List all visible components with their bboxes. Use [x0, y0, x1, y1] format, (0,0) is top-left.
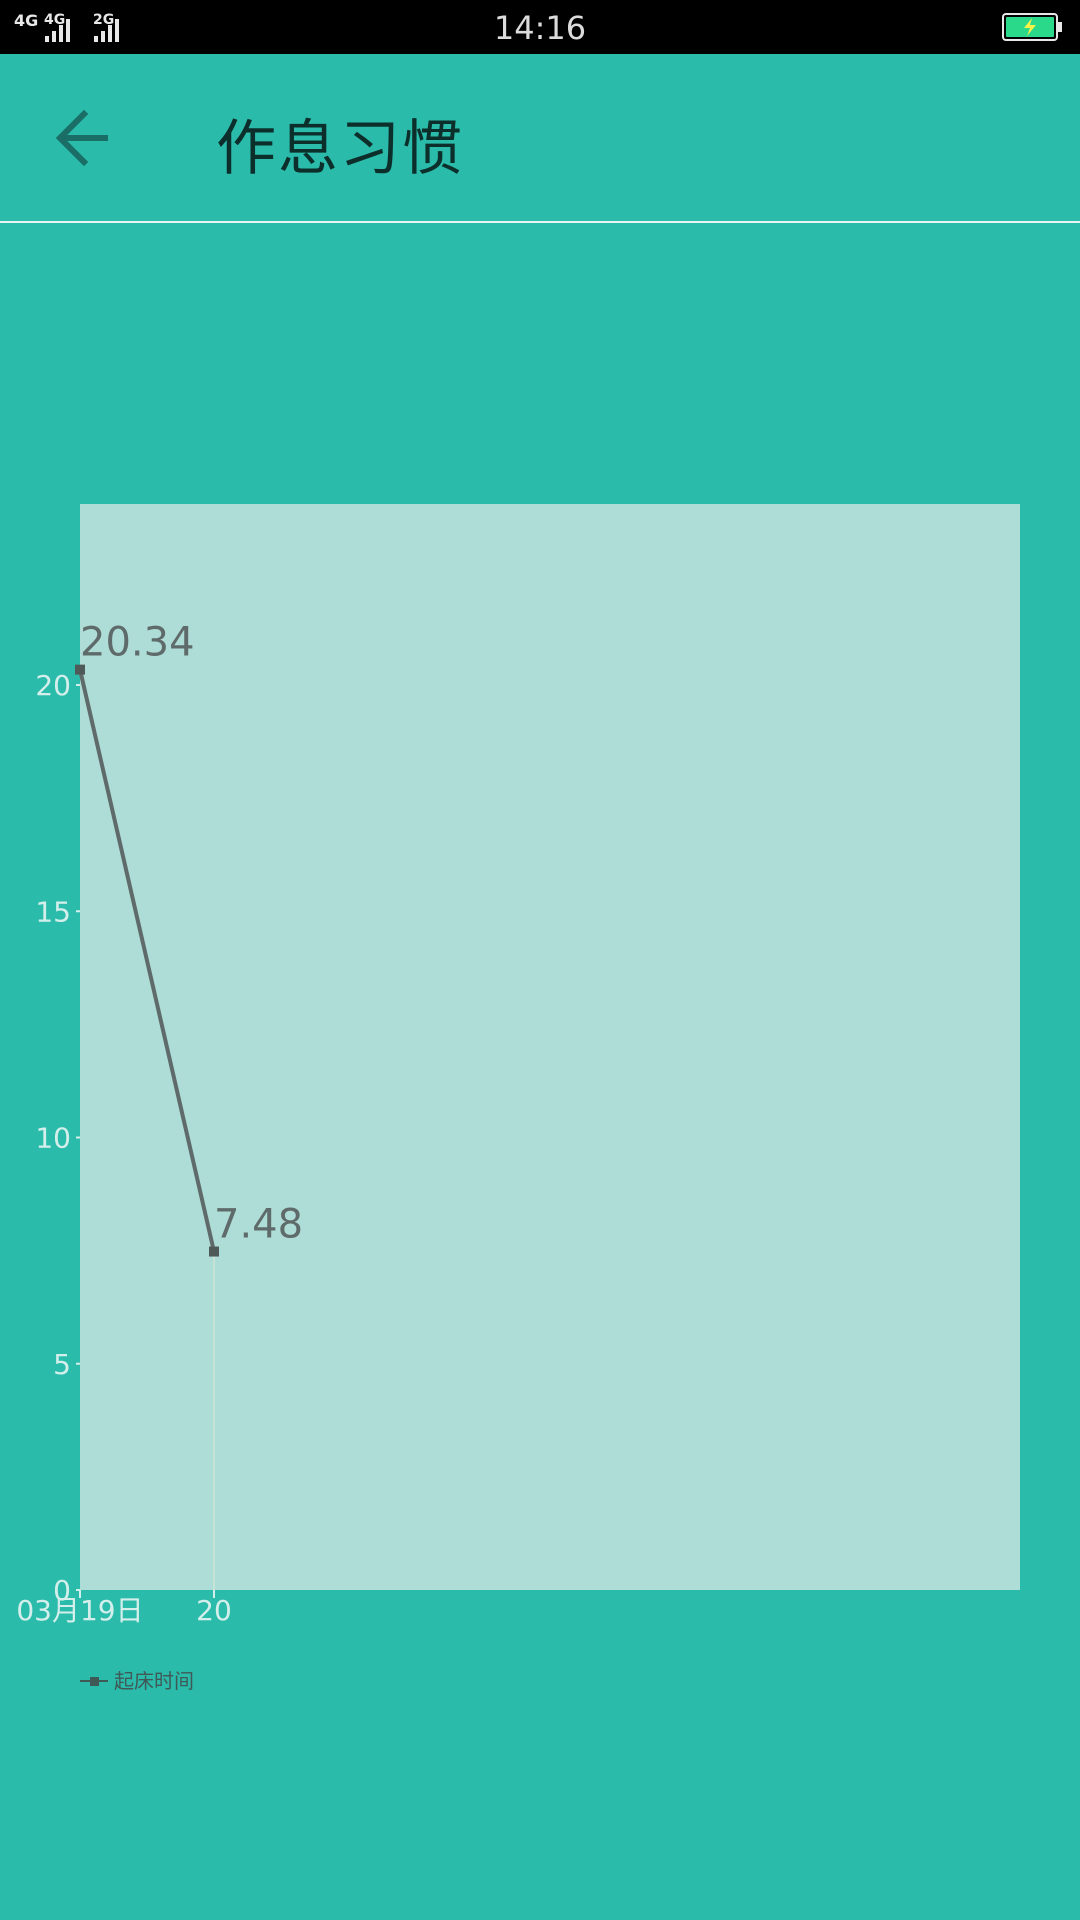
- data-point: [75, 664, 85, 675]
- network-label-3: 2G: [93, 12, 114, 28]
- app-bar-divider: [0, 221, 1080, 223]
- legend-marker: [90, 1677, 99, 1686]
- y-tick-label: 20: [35, 669, 71, 702]
- series-layer: 20.34 7.48: [75, 620, 303, 1590]
- app-bar: 作息习惯: [0, 54, 1080, 222]
- y-tick-label: 15: [35, 895, 71, 928]
- page-title: 作息习惯: [216, 114, 464, 184]
- data-label: 7.48: [214, 1202, 303, 1248]
- plot-area: [80, 504, 1020, 1590]
- battery-charging-icon: [1002, 13, 1062, 41]
- x-tick-label: 20: [196, 1594, 232, 1627]
- y-axis: 0 5 10 15 20: [35, 669, 80, 1607]
- network-label-1: 4G: [14, 11, 38, 30]
- series-line: [78, 669, 216, 1252]
- y-tick-label: 10: [35, 1122, 71, 1155]
- x-tick-label: 03月19日: [16, 1594, 143, 1627]
- status-bar: 4G 4G 2G 14:16: [0, 0, 1080, 54]
- data-label: 20.34: [80, 620, 195, 666]
- status-time: 14:16: [493, 9, 587, 47]
- legend: 起床时间: [80, 1669, 194, 1693]
- legend-label: 起床时间: [114, 1669, 194, 1693]
- arrow-left-icon[interactable]: [52, 106, 116, 170]
- x-axis: 03月19日 20: [16, 1590, 232, 1627]
- y-tick-label: 5: [53, 1348, 71, 1381]
- network-label-2: 4G: [44, 12, 65, 28]
- y-tick-label: 0: [53, 1574, 71, 1607]
- signal-icon: 4G 4G 2G: [14, 11, 119, 42]
- data-point: [209, 1246, 219, 1257]
